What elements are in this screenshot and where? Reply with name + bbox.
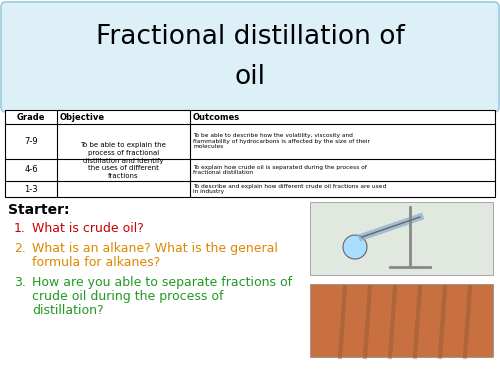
Text: To describe and explain how different crude oil fractions are used: To describe and explain how different cr… [193,184,386,189]
Text: fractional distillation: fractional distillation [193,170,253,175]
Text: 3.: 3. [14,276,26,289]
Text: How are you able to separate fractions of: How are you able to separate fractions o… [32,276,292,289]
Text: Fractional distillation of: Fractional distillation of [96,24,405,50]
Text: formula for alkanes?: formula for alkanes? [32,256,160,269]
Text: Objective: Objective [60,112,105,122]
Text: Grade: Grade [17,112,45,122]
Text: 7-9: 7-9 [24,137,38,146]
Bar [5,110,495,197]
Text: molecules: molecules [193,144,223,150]
Text: crude oil during the process of: crude oil during the process of [32,290,224,303]
Text: To explain how crude oil is separated during the process of: To explain how crude oil is separated du… [193,165,367,170]
Text: oil: oil [234,64,266,90]
Text: 1.: 1. [14,222,26,235]
Text: fractions: fractions [108,172,139,178]
Circle shape [343,235,367,259]
Text: distillation?: distillation? [32,304,104,317]
Bar [310,284,493,357]
Text: the uses of different: the uses of different [88,165,159,171]
Text: To be able to explain the: To be able to explain the [80,142,166,148]
Text: To be able to describe how the volatility, viscosity and: To be able to describe how the volatilit… [193,134,353,138]
Text: in industry: in industry [193,189,224,194]
Text: Outcomes: Outcomes [193,112,240,122]
Text: flammability of hydrocarbons is affected by the size of their: flammability of hydrocarbons is affected… [193,139,370,144]
Bar [310,202,493,275]
Text: 1-3: 1-3 [24,184,38,194]
Text: process of fractional: process of fractional [88,150,159,156]
FancyBboxPatch shape [1,2,499,112]
Text: distillation and identify: distillation and identify [83,158,164,164]
Text: What is an alkane? What is the general: What is an alkane? What is the general [32,242,278,255]
Text: What is crude oil?: What is crude oil? [32,222,144,235]
Text: 2.: 2. [14,242,26,255]
Text: 4-6: 4-6 [24,165,38,174]
Text: Starter:: Starter: [8,203,70,217]
